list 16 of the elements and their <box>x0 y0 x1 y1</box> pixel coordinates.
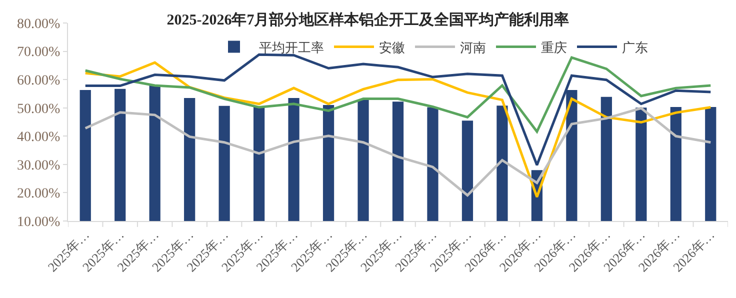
y-tick-label: 80.00% <box>17 16 61 32</box>
chart-title: 2025-2026年7月部分地区样本铝企开工及全国平均产能利用率 <box>166 10 570 29</box>
legend-label: 河南 <box>460 40 486 55</box>
y-tick-label: 50.00% <box>17 102 61 117</box>
line-series <box>84 106 712 197</box>
legend-label: 重庆 <box>541 40 567 55</box>
y-tick-label: 30.00% <box>17 158 61 174</box>
legend-label: 安徽 <box>379 40 405 55</box>
y-tick-label: 10.00% <box>17 214 61 230</box>
legend-label: 广东 <box>622 40 648 55</box>
y-tick-label: 70.00% <box>17 45 61 60</box>
y-tick-label: 20.00% <box>17 186 61 202</box>
y-tick-label: 60.00% <box>17 73 61 88</box>
y-tick-label: 40.00% <box>17 130 61 146</box>
line-series <box>84 56 712 133</box>
legend-label: 平均开工率 <box>259 40 324 55</box>
